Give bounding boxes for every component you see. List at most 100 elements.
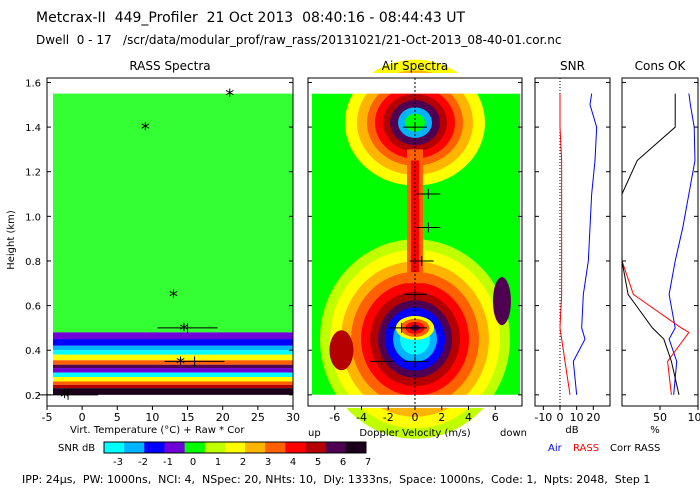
colorbar-tick-label: 0: [190, 457, 196, 468]
x-tick-label: 0: [79, 411, 86, 424]
panel-frame: [46, 77, 294, 407]
air-clip-right: [520, 73, 534, 411]
colorbar-cell: [345, 442, 367, 453]
rass-snr-band: [53, 381, 293, 385]
cons-x-label: %: [650, 425, 660, 436]
x-tick-label: 50: [653, 411, 667, 424]
rass-snr-band: [53, 376, 293, 382]
x-tick-label: 20: [586, 411, 600, 424]
y-tick-label: 0.6: [25, 302, 41, 313]
panel-title: Air Spectra: [382, 59, 449, 73]
colorbar-cell: [144, 442, 165, 453]
rass-snr-band: [53, 350, 293, 355]
panel-frame: [621, 77, 699, 407]
rass-snr-band: [53, 372, 293, 377]
x-tick-label: 0: [412, 411, 419, 424]
y-tick-label: 1.2: [25, 168, 41, 179]
panel-title: RASS Spectra: [129, 59, 210, 73]
rass-corrected-point: *: [141, 119, 150, 140]
colorbar-tick-label: 7: [365, 457, 371, 468]
rass-snr-band: [53, 384, 293, 389]
panel-frame: [534, 77, 611, 407]
colorbar-cell: [204, 442, 226, 453]
colorbar-cell: [285, 442, 307, 453]
air-clip-bottom: [308, 394, 528, 408]
x-tick-label: 5: [114, 411, 121, 424]
colorbar-cell: [245, 442, 266, 453]
colorbar-tick-label: 4: [290, 457, 296, 468]
y-axis-label: Height (km): [6, 210, 17, 270]
panel-title: Cons OK: [635, 59, 687, 73]
rass-snr-band: [53, 339, 293, 346]
dwell-info: Dwell 0 - 17 /scr/data/modular_prof/raw_…: [36, 33, 562, 47]
rass-snr-band: [53, 388, 293, 395]
panel-title: SNR: [560, 59, 585, 73]
rass-corrected-point: *: [225, 86, 234, 107]
rass-snr-band: [53, 360, 293, 365]
legend-corr-rass: Corr RASS: [610, 443, 660, 454]
x-tick-label: -4: [356, 411, 367, 424]
rass-corrected-point: *: [180, 320, 189, 341]
x-tick-label: -6: [329, 411, 340, 424]
rass-x-label: Virt. Temperature (°C) + Raw * Cor: [70, 425, 245, 436]
y-tick-label: 0.4: [25, 346, 41, 357]
colorbar-cell: [265, 442, 286, 453]
colorbar-cell: [325, 442, 347, 453]
snr-line-air: [572, 93, 598, 395]
air-clip-left: [308, 73, 312, 411]
rass-corrected-point: *: [169, 286, 178, 307]
air-center-core: [411, 160, 419, 273]
colorbar-frame: [103, 441, 367, 454]
x-tick-label: 15: [181, 411, 195, 424]
air-clip-top: [308, 73, 528, 94]
x-tick-label: 25: [251, 411, 265, 424]
x-tick-label: 10: [570, 411, 584, 424]
air-x-label: Doppler Velocity (m/s): [359, 428, 470, 439]
rass-snr-band: [53, 364, 293, 369]
snr-x-label: dB: [565, 425, 578, 436]
colorbar-tick-label: -1: [163, 457, 173, 468]
parameters-footer: IPP: 24μs, PW: 1000ns, NCI: 4, NSpec: 20…: [22, 473, 651, 486]
x-tick-label: 2: [438, 411, 445, 424]
x-tick-label: 20: [216, 411, 230, 424]
colorbar-cell: [124, 442, 145, 453]
colorbar-tick-label: -3: [113, 457, 123, 468]
plot-title: Metcrax-II 449_Profiler 21 Oct 2013 08:4…: [36, 10, 466, 26]
air-x-right-label: down: [500, 428, 527, 439]
colorbar-cell: [164, 442, 186, 453]
y-tick-label: 1.4: [25, 123, 41, 134]
rass-snr-band: [53, 368, 293, 373]
rass-snr-band: [53, 345, 293, 351]
x-tick-label: 4: [465, 411, 472, 424]
y-tick-label: 1.6: [25, 78, 41, 89]
y-tick-label: 1.0: [25, 212, 41, 223]
legend-air: Air: [548, 443, 563, 454]
air-x-left-label: up: [308, 428, 321, 439]
x-tick-label: -10: [534, 411, 552, 424]
air-side-contour: [492, 277, 511, 326]
colorbar-cell: [184, 442, 206, 453]
colorbar-tick-label: 1: [215, 457, 221, 468]
colorbar-tick-label: 2: [240, 457, 246, 468]
colorbar-cell: [305, 442, 327, 453]
legend-rass: RASS: [573, 443, 599, 454]
colorbar-tick-label: 3: [265, 457, 271, 468]
colorbar-tick-label: 5: [315, 457, 321, 468]
colorbar-cell: [104, 442, 125, 453]
colorbar-cell: [224, 442, 246, 453]
cons-line-corr-rass: [621, 93, 680, 395]
snr-line-rass: [559, 93, 571, 395]
rass-snr-band: [53, 332, 293, 340]
x-tick-label: 10: [145, 411, 159, 424]
y-tick-label: 0.8: [25, 257, 41, 268]
air-side-contour: [329, 330, 354, 371]
rass-field: [53, 93, 293, 333]
y-tick-label: 0.2: [25, 391, 41, 402]
cons-line-air: [668, 93, 696, 395]
rass-snr-band: [53, 354, 293, 361]
rass-corrected-point: *: [60, 387, 69, 408]
colorbar-tick-label: 6: [340, 457, 346, 468]
x-tick-label: 6: [492, 411, 499, 424]
x-tick-label: -5: [42, 411, 53, 424]
